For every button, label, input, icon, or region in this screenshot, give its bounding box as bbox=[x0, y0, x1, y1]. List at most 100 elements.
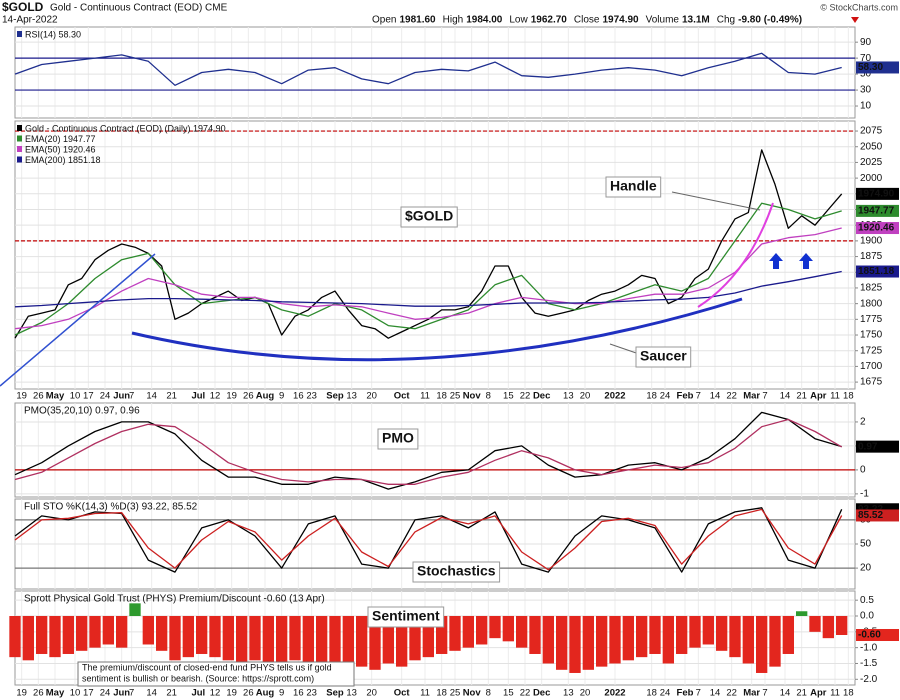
x-tick-label: 14 bbox=[780, 391, 791, 402]
bar bbox=[796, 611, 808, 617]
x-tick-label: 10 bbox=[70, 391, 81, 402]
bar bbox=[462, 616, 474, 648]
x-tick-label: 9 bbox=[279, 688, 284, 699]
x-tick-label: 10 bbox=[70, 688, 81, 699]
x-tick-label: 18 bbox=[843, 391, 854, 402]
y-tick-label: 30 bbox=[860, 85, 872, 96]
annotation-box bbox=[377, 428, 419, 450]
value-label: 58.30 bbox=[858, 62, 883, 73]
y-tick-label: 50 bbox=[860, 69, 872, 80]
bar bbox=[156, 616, 168, 651]
x-tick-label: 11 bbox=[830, 391, 840, 402]
legend-label: RSI(14) 58.30 bbox=[25, 29, 81, 39]
bar bbox=[609, 616, 621, 664]
x-tick-label: 7 bbox=[129, 688, 134, 699]
legend-label: EMA(200) 1851.18 bbox=[25, 155, 101, 165]
bar bbox=[542, 616, 554, 664]
x-tick-label: 19 bbox=[16, 391, 27, 402]
x-tick-label: 14 bbox=[710, 391, 721, 402]
x-tick-label: Apr bbox=[810, 688, 827, 699]
bar bbox=[702, 616, 714, 645]
bar bbox=[236, 616, 248, 664]
bar bbox=[76, 616, 88, 651]
stat-label: Chg bbox=[717, 15, 735, 26]
x-tick-label: 13 bbox=[563, 688, 574, 699]
arrow-up bbox=[769, 253, 783, 269]
stat-label: Open bbox=[372, 15, 396, 26]
y-tick-label: 1875 bbox=[860, 251, 883, 262]
x-tick-label: 18 bbox=[436, 391, 447, 402]
bar bbox=[436, 616, 448, 654]
x-tick-label: 15 bbox=[503, 391, 514, 402]
date: 14-Apr-2022 bbox=[2, 15, 58, 26]
annotation-box bbox=[605, 176, 662, 198]
y-tick-label: -2.0 bbox=[860, 674, 878, 685]
bar bbox=[289, 616, 301, 661]
legend-swatch bbox=[17, 135, 22, 142]
value-label-box bbox=[856, 61, 899, 74]
x-tick-label: Jun bbox=[113, 688, 130, 699]
annotation: Sentiment bbox=[372, 608, 440, 624]
bar bbox=[729, 616, 741, 658]
bar bbox=[142, 616, 154, 645]
stat-value: 1974.90 bbox=[602, 15, 639, 26]
annotation: Stochastics bbox=[417, 563, 496, 579]
bar bbox=[182, 616, 194, 658]
stat-label: High bbox=[443, 15, 464, 26]
series-line bbox=[14, 418, 843, 485]
x-tick-label: 19 bbox=[16, 688, 27, 699]
x-tick-label: Oct bbox=[394, 391, 411, 402]
x-tick-label: 21 bbox=[796, 391, 807, 402]
stat-label: Volume bbox=[646, 15, 680, 26]
bar bbox=[422, 616, 434, 658]
y-tick-label: -1.5 bbox=[860, 658, 878, 669]
value-label: 1920.46 bbox=[858, 223, 895, 234]
bar bbox=[716, 616, 728, 651]
y-tick-label: 0.5 bbox=[860, 595, 874, 606]
y-tick-label: 50 bbox=[860, 539, 872, 550]
bar bbox=[489, 616, 501, 639]
y-tick-label: 2025 bbox=[860, 157, 883, 168]
annotation-box bbox=[635, 346, 692, 368]
x-tick-label: 13 bbox=[563, 391, 574, 402]
x-tick-label: 23 bbox=[306, 688, 317, 699]
annotation-box bbox=[412, 561, 501, 583]
bar bbox=[36, 616, 48, 654]
x-tick-label: 20 bbox=[580, 391, 591, 402]
arrow-up bbox=[799, 253, 813, 269]
annotation-box bbox=[367, 606, 445, 628]
y-tick-label: 1750 bbox=[860, 330, 883, 341]
stat-value: 13.1M bbox=[682, 15, 710, 26]
bar bbox=[396, 616, 408, 667]
bar bbox=[209, 616, 221, 658]
x-tick-label: May bbox=[46, 688, 65, 699]
bar bbox=[662, 616, 674, 664]
x-tick-label: 2022 bbox=[604, 688, 625, 699]
bar bbox=[116, 616, 128, 648]
x-tick-label: Oct bbox=[394, 688, 411, 699]
x-tick-label: 14 bbox=[710, 688, 721, 699]
y-tick-label: 2050 bbox=[860, 141, 883, 152]
series-line bbox=[14, 52, 842, 86]
stat-value: -9.80 (-0.49%) bbox=[738, 15, 802, 26]
legend-label: EMA(50) 1920.46 bbox=[25, 144, 96, 154]
x-tick-label: Sep bbox=[326, 391, 344, 402]
bar bbox=[582, 616, 594, 670]
series-line bbox=[14, 507, 843, 573]
bar bbox=[316, 616, 328, 667]
bar bbox=[836, 616, 848, 635]
x-tick-label: 18 bbox=[843, 688, 854, 699]
annotation: $GOLD bbox=[405, 208, 453, 224]
x-tick-label: 19 bbox=[226, 391, 237, 402]
symbol: $GOLD bbox=[2, 0, 44, 14]
bar bbox=[262, 616, 274, 667]
stat-value: 1981.60 bbox=[399, 15, 436, 26]
x-tick-label: 14 bbox=[146, 688, 157, 699]
y-tick-label: 2 bbox=[860, 417, 866, 428]
bar bbox=[596, 616, 608, 667]
x-tick-label: 24 bbox=[660, 391, 671, 402]
x-tick-label: 7 bbox=[129, 391, 134, 402]
x-tick-label: 26 bbox=[243, 391, 254, 402]
panel-frame bbox=[14, 26, 856, 119]
x-tick-label: 26 bbox=[33, 391, 44, 402]
